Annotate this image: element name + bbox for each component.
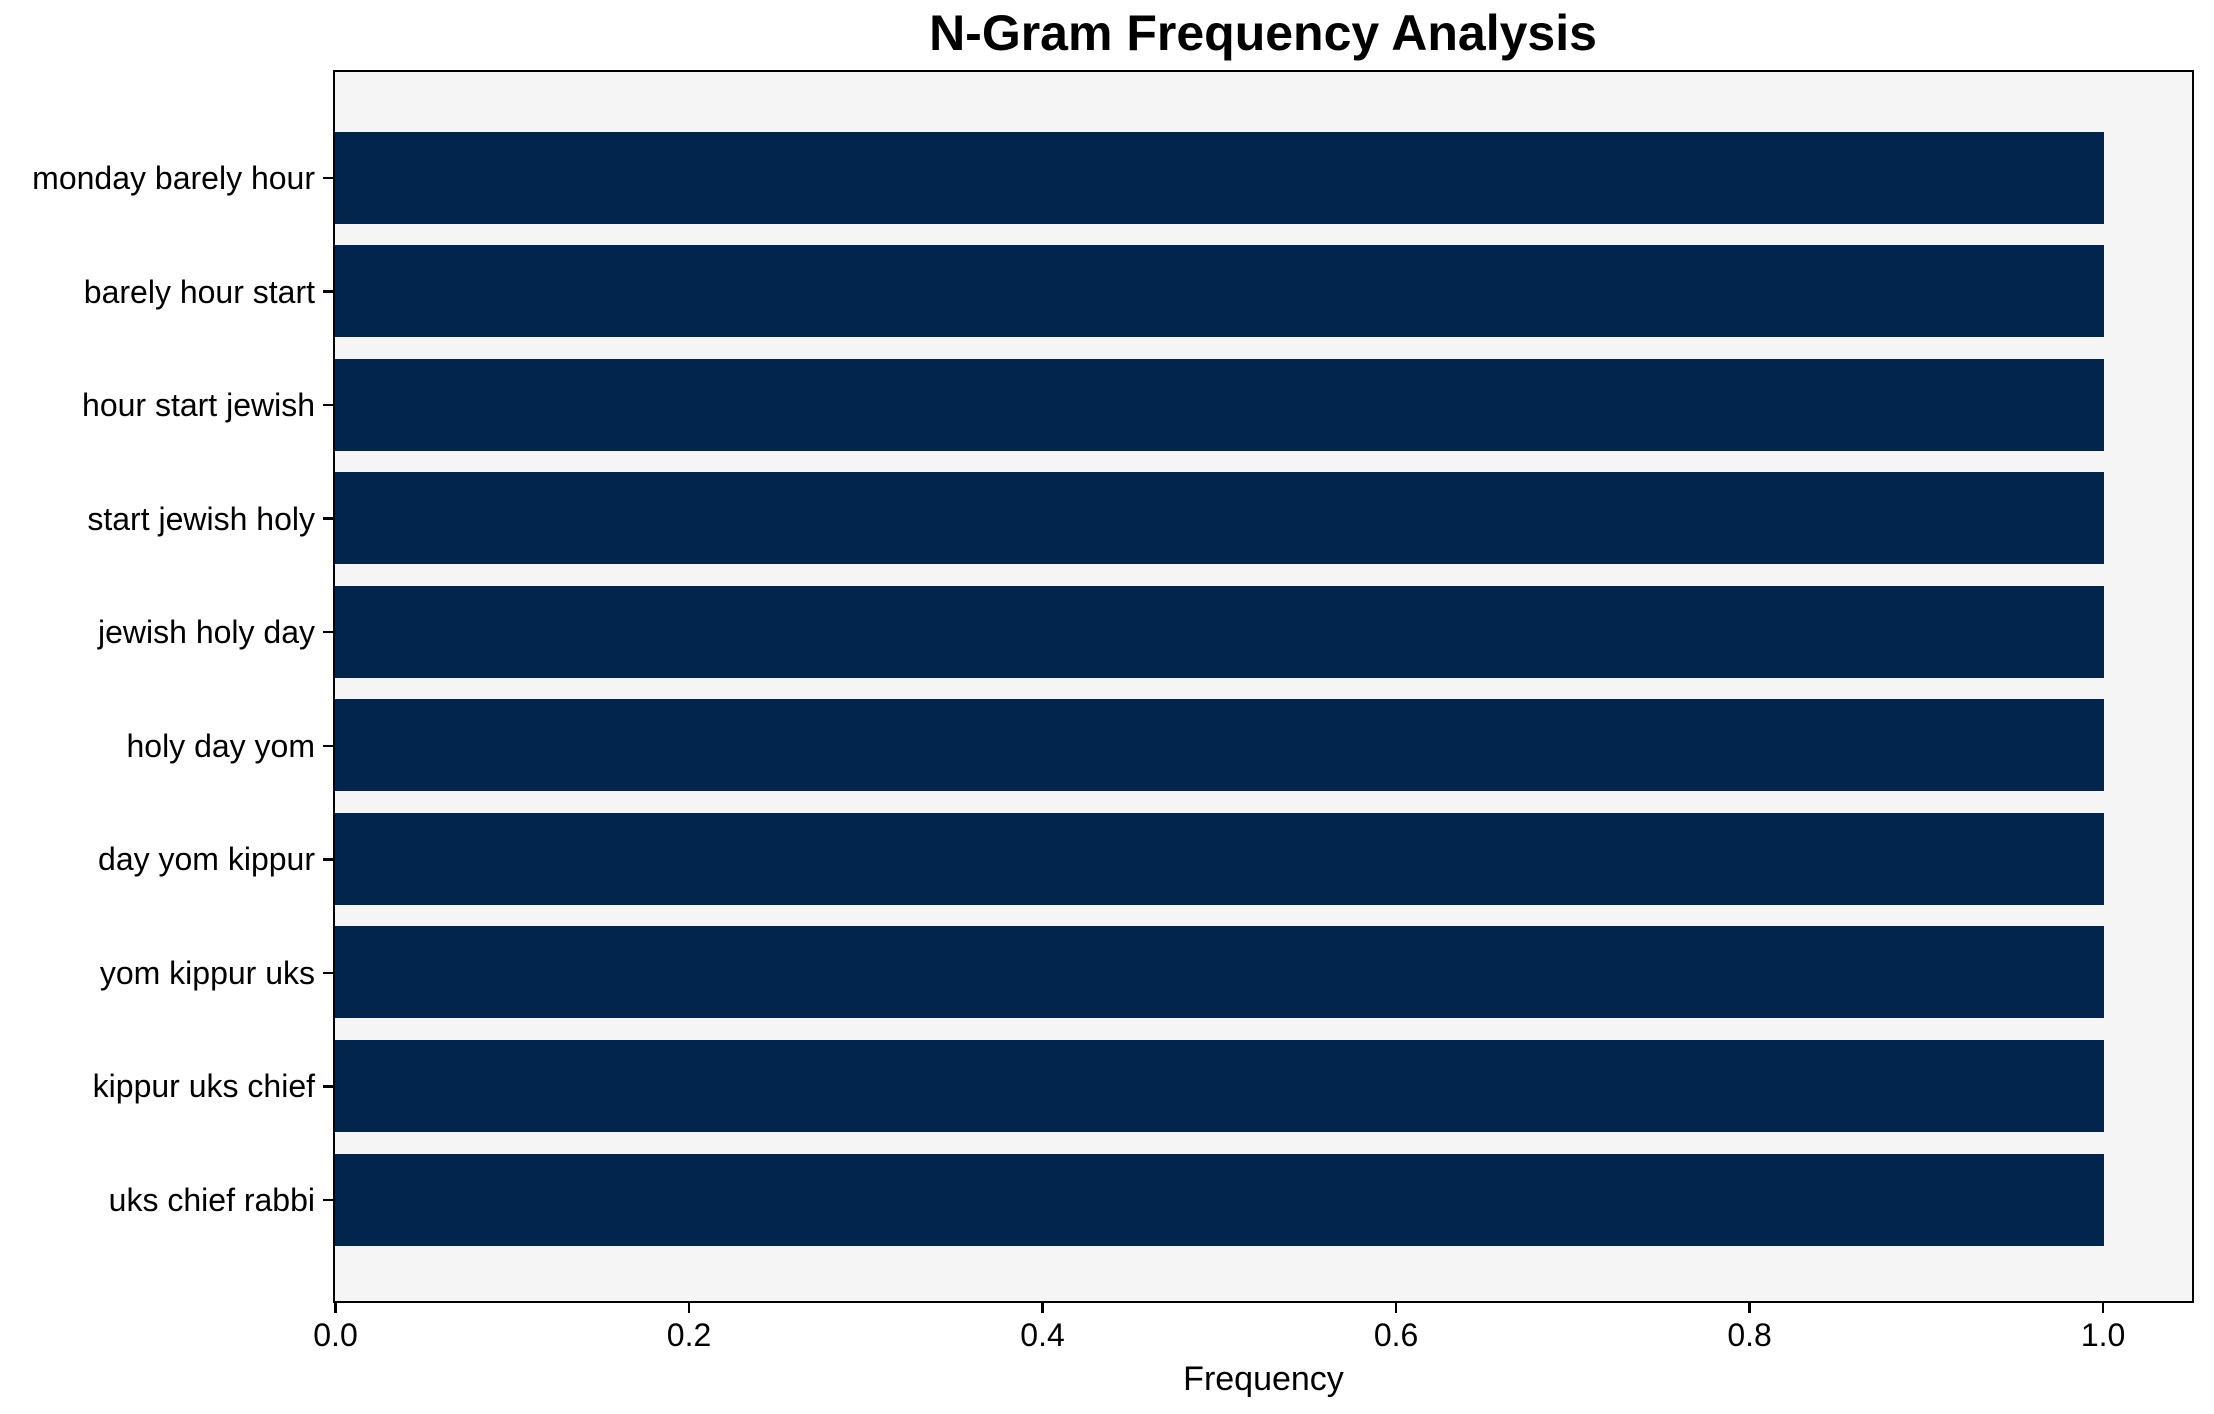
x-tick-label: 0.6 [1373, 1317, 1419, 1353]
bar-hour-start-jewish [335, 358, 2104, 451]
bar-day-yom-kippur [335, 812, 2104, 905]
bar-start-jewish-holy [335, 472, 2104, 565]
y-tick-label: start jewish holy [87, 500, 315, 537]
bar-kippur-uks-chief [335, 1039, 2104, 1132]
y-tick-mark [323, 290, 333, 293]
y-tick-label: hour start jewish [82, 387, 315, 424]
x-axis-label: Frequency [1183, 1360, 1344, 1398]
x-tick-label: 0.2 [666, 1317, 712, 1353]
x-tick-mark [2101, 1303, 2105, 1313]
x-tick-label: 0.0 [313, 1317, 358, 1353]
y-tick-mark [323, 858, 333, 861]
y-tick-label: day yom kippur [98, 841, 315, 878]
y-tick-mark [323, 1085, 333, 1088]
x-tick-mark [1041, 1303, 1044, 1313]
x-tick-mark [1748, 1303, 1751, 1313]
bar-monday-barely-hour [335, 131, 2104, 224]
x-tick-mark [687, 1303, 691, 1313]
x-tick-mark [334, 1303, 337, 1313]
y-tick-mark [323, 630, 333, 634]
y-tick-label: jewish holy day [98, 614, 315, 651]
x-tick-label: 0.8 [1727, 1317, 1772, 1353]
bar-holy-day-yom [335, 699, 2104, 792]
y-tick-mark [323, 176, 333, 180]
y-tick-label: uks chief rabbi [108, 1182, 315, 1218]
y-tick-label: monday barely hour [32, 160, 315, 196]
y-tick-mark [323, 744, 333, 748]
bar-uks-chief-rabbi [335, 1153, 2104, 1246]
y-tick-label: yom kippur uks [99, 954, 315, 991]
y-tick-label: holy day yom [126, 727, 315, 764]
y-tick-label: kippur uks chief [92, 1068, 315, 1105]
bar-barely-hour-start [335, 245, 2104, 338]
chart-title: N-Gram Frequency Analysis [929, 5, 1597, 61]
y-tick-mark [323, 517, 333, 520]
bar-yom-kippur-uks [335, 926, 2104, 1019]
bar-jewish-holy-day [335, 585, 2104, 678]
y-tick-label: barely hour start [83, 273, 315, 310]
x-tick-label: 1.0 [2080, 1317, 2126, 1353]
y-tick-mark [323, 1198, 333, 1202]
plot-area [333, 70, 2194, 1303]
y-tick-mark [323, 403, 333, 407]
y-tick-mark [323, 971, 333, 975]
x-tick-label: 0.4 [1020, 1317, 1065, 1353]
x-tick-mark [1394, 1303, 1398, 1313]
